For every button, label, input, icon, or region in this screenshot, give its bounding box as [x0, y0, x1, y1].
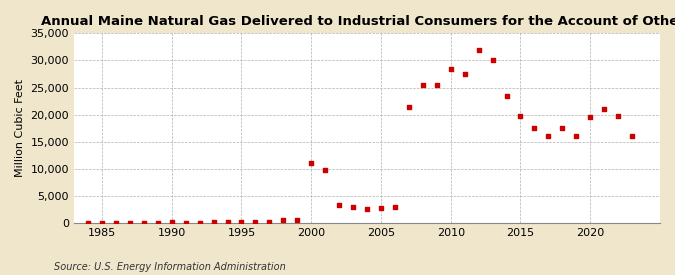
Point [431, 83, 442, 87]
Point [264, 219, 275, 224]
Point [166, 220, 177, 224]
Point [446, 66, 456, 71]
Point [111, 221, 122, 225]
Point [389, 205, 400, 209]
Point [292, 218, 302, 222]
Point [375, 206, 386, 211]
Point [333, 202, 344, 207]
Point [138, 221, 149, 225]
Point [599, 107, 610, 111]
Point [459, 72, 470, 76]
Point [320, 168, 331, 172]
Point [585, 115, 595, 120]
Point [404, 104, 414, 109]
Point [529, 126, 540, 130]
Point [487, 58, 498, 63]
Point [626, 134, 637, 139]
Point [571, 134, 582, 139]
Point [222, 220, 233, 224]
Point [306, 161, 317, 166]
Title: Annual Maine Natural Gas Delivered to Industrial Consumers for the Account of Ot: Annual Maine Natural Gas Delivered to In… [41, 15, 675, 28]
Point [348, 205, 358, 209]
Point [417, 83, 428, 87]
Text: Source: U.S. Energy Information Administration: Source: U.S. Energy Information Administ… [54, 262, 286, 272]
Point [124, 221, 135, 225]
Point [613, 114, 624, 118]
Point [250, 220, 261, 224]
Point [208, 220, 219, 225]
Point [543, 134, 554, 139]
Point [97, 221, 107, 225]
Point [194, 221, 205, 225]
Point [473, 47, 484, 52]
Point [278, 218, 289, 223]
Y-axis label: Million Cubic Feet: Million Cubic Feet [15, 79, 25, 177]
Point [180, 220, 191, 225]
Point [236, 220, 247, 224]
Point [362, 207, 373, 211]
Point [153, 221, 163, 225]
Point [515, 114, 526, 118]
Point [501, 94, 512, 98]
Point [82, 221, 93, 225]
Point [557, 126, 568, 130]
